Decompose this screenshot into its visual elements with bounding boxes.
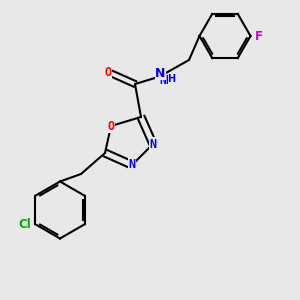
Text: NH: NH bbox=[159, 74, 174, 88]
Text: N: N bbox=[155, 67, 166, 80]
Text: O: O bbox=[107, 119, 115, 133]
Text: O: O bbox=[104, 65, 112, 79]
Text: Cl: Cl bbox=[18, 218, 31, 231]
Text: H: H bbox=[167, 74, 176, 85]
Text: N: N bbox=[128, 158, 136, 172]
Text: F: F bbox=[255, 29, 263, 43]
Text: N: N bbox=[149, 137, 157, 151]
